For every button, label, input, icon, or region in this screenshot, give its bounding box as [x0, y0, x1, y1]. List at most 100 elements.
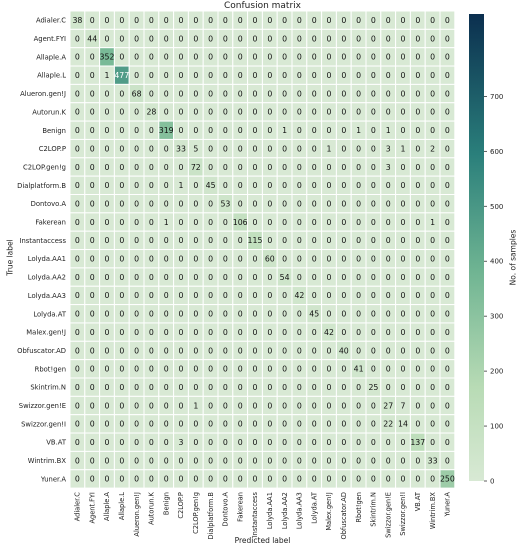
- colorbar-tick-label: 200: [490, 368, 503, 376]
- cell-value-label: 0: [312, 420, 317, 429]
- cell-value-label: 0: [401, 181, 406, 190]
- cell-value-label: 0: [149, 218, 154, 227]
- cell-value-label: 0: [401, 89, 406, 98]
- cell-value-label: 72: [191, 163, 201, 172]
- cell-value-label: 0: [282, 89, 287, 98]
- cell-value-label: 0: [164, 163, 169, 172]
- cell-value-label: 0: [445, 71, 450, 80]
- cell-value-label: 0: [312, 34, 317, 43]
- cell-value-label: 0: [134, 163, 139, 172]
- cell-value-label: 0: [208, 53, 213, 62]
- x-tick-label: Dialplatform.B: [207, 492, 215, 540]
- cell-value-label: 0: [119, 328, 124, 337]
- cell-value-label: 14: [398, 420, 408, 429]
- cell-value-label: 0: [90, 401, 95, 410]
- cell-value-label: 0: [164, 365, 169, 374]
- cell-value-label: 0: [208, 365, 213, 374]
- cell-value-label: 0: [430, 475, 435, 484]
- cell-value-label: 0: [149, 438, 154, 447]
- cell-value-label: 0: [223, 16, 228, 25]
- x-tick-label: Lolyda.AA2: [281, 492, 289, 529]
- cell-value-label: 0: [179, 328, 184, 337]
- cell-value-label: 0: [267, 53, 272, 62]
- cell-value-label: 0: [297, 199, 302, 208]
- cell-value-label: 0: [297, 53, 302, 62]
- colorbar-tick-label: 100: [490, 423, 503, 431]
- cell-value-label: 0: [149, 456, 154, 465]
- cell-value-label: 0: [238, 438, 243, 447]
- cell-value-label: 0: [253, 291, 258, 300]
- cell-value-label: 0: [90, 163, 95, 172]
- cell-value-label: 0: [193, 53, 198, 62]
- cell-value-label: 0: [297, 89, 302, 98]
- cell-value-label: 0: [149, 126, 154, 135]
- cell-value-label: 0: [371, 255, 376, 264]
- cell-value-label: 0: [267, 108, 272, 117]
- cell-value-label: 0: [267, 199, 272, 208]
- cell-value-label: 0: [297, 126, 302, 135]
- cell-value-label: 0: [430, 438, 435, 447]
- cell-value-label: 0: [282, 255, 287, 264]
- cell-value-label: 1: [386, 126, 391, 135]
- cell-value-label: 0: [327, 420, 332, 429]
- cell-value-label: 0: [267, 181, 272, 190]
- cell-value-label: 0: [386, 310, 391, 319]
- cell-value-label: 0: [193, 126, 198, 135]
- cell-value-label: 0: [445, 420, 450, 429]
- cell-value-label: 0: [223, 438, 228, 447]
- cell-value-label: 0: [297, 71, 302, 80]
- cell-value-label: 0: [164, 255, 169, 264]
- cell-value-label: 0: [223, 34, 228, 43]
- cell-value-label: 0: [371, 108, 376, 117]
- cell-value-label: 0: [356, 34, 361, 43]
- cell-value-label: 0: [386, 218, 391, 227]
- cell-value-label: 0: [149, 310, 154, 319]
- cell-value-label: 0: [253, 34, 258, 43]
- cell-value-label: 0: [356, 16, 361, 25]
- cell-value-label: 0: [267, 291, 272, 300]
- y-tick-label: C2LOP.gen!g: [23, 163, 66, 171]
- cell-value-label: 0: [430, 108, 435, 117]
- cell-value-label: 0: [415, 346, 420, 355]
- y-tick-label: Lolyda.AA3: [28, 292, 66, 300]
- cell-value-label: 0: [119, 199, 124, 208]
- cell-value-label: 0: [193, 89, 198, 98]
- x-tick-label: Skintrim.N: [370, 492, 378, 527]
- cell-value-label: 0: [223, 291, 228, 300]
- cell-value-label: 0: [267, 401, 272, 410]
- cell-value-label: 0: [75, 346, 80, 355]
- cell-value-label: 1: [282, 126, 287, 135]
- cell-value-label: 0: [282, 34, 287, 43]
- cell-value-label: 0: [253, 16, 258, 25]
- cell-value-label: 0: [445, 218, 450, 227]
- cell-value-label: 0: [401, 53, 406, 62]
- cell-value-label: 0: [238, 328, 243, 337]
- cell-value-label: 0: [179, 456, 184, 465]
- cell-value-label: 0: [164, 181, 169, 190]
- cell-value-label: 0: [208, 401, 213, 410]
- cell-value-label: 0: [90, 71, 95, 80]
- cell-value-label: 0: [282, 438, 287, 447]
- cell-value-label: 0: [193, 365, 198, 374]
- colorbar-tick-label: 700: [490, 93, 503, 101]
- cell-value-label: 0: [223, 475, 228, 484]
- y-tick-label: Dontovo.A: [31, 200, 67, 208]
- cell-value-label: 0: [371, 199, 376, 208]
- cell-value-label: 0: [164, 108, 169, 117]
- cell-value-label: 0: [341, 71, 346, 80]
- cell-value-label: 0: [105, 438, 110, 447]
- cell-value-label: 0: [371, 218, 376, 227]
- cell-value-label: 0: [297, 34, 302, 43]
- x-tick-label: Lolyda.AA3: [296, 492, 304, 529]
- cell-value-label: 0: [75, 383, 80, 392]
- cell-value-label: 0: [164, 34, 169, 43]
- cell-value-label: 0: [149, 16, 154, 25]
- cell-value-label: 0: [179, 383, 184, 392]
- cell-value-label: 0: [267, 218, 272, 227]
- cell-value-label: 0: [341, 401, 346, 410]
- cell-value-label: 0: [179, 365, 184, 374]
- cell-value-label: 0: [208, 199, 213, 208]
- cell-value-label: 0: [119, 126, 124, 135]
- cell-value-label: 0: [179, 163, 184, 172]
- cell-value-label: 0: [430, 71, 435, 80]
